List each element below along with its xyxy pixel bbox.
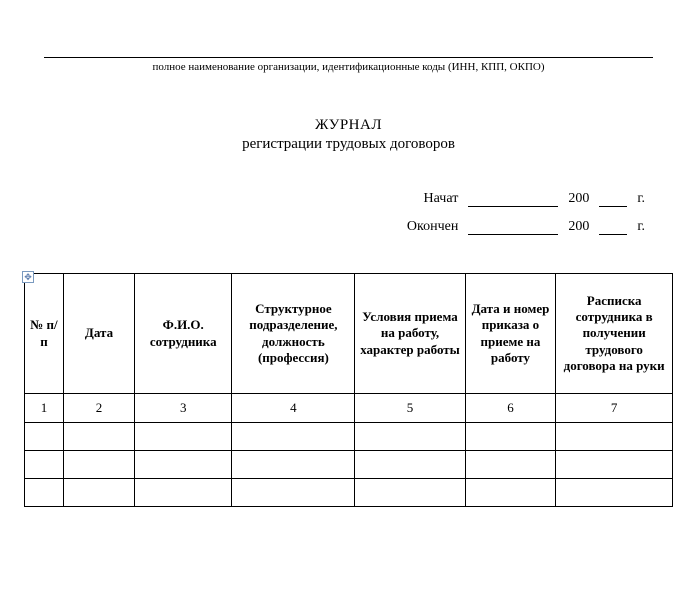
started-year-suffix: г. [637,191,645,207]
cell [232,451,355,479]
org-name-underline [44,40,653,58]
cell [465,451,556,479]
table-header-row: № п/п Дата Ф.И.О. сотрудника Структурное… [25,274,673,394]
cell [232,479,355,507]
cell [556,451,673,479]
th-date: Дата [63,274,134,394]
table-move-handle-icon[interactable]: ✥ [22,271,34,283]
cell [25,423,64,451]
th-dept: Структурное подразделение, должность (пр… [232,274,355,394]
num-7: 7 [556,394,673,423]
num-4: 4 [232,394,355,423]
cell [355,423,465,451]
cell [25,479,64,507]
date-row-finished: Окончен 200 г. [24,219,645,235]
th-num: № п/п [25,274,64,394]
cell [135,479,232,507]
cell [355,479,465,507]
num-3: 3 [135,394,232,423]
table-row [25,479,673,507]
table-row [25,451,673,479]
cell [63,479,134,507]
finished-year-underline [599,219,627,235]
started-year-underline [599,191,627,207]
table-numrow: 1 2 3 4 5 6 7 [25,394,673,423]
num-1: 1 [25,394,64,423]
finished-underline [468,219,558,235]
finished-year-suffix: г. [637,219,645,235]
started-underline [468,191,558,207]
title-block: ЖУРНАЛ регистрации трудовых договоров [24,117,673,153]
title-sub: регистрации трудовых договоров [24,136,673,153]
th-receipt: Расписка сотрудника в получении трудовог… [556,274,673,394]
dates-block: Начат 200 г. Окончен 200 г. [24,191,645,235]
finished-label: Окончен [407,219,458,235]
date-row-started: Начат 200 г. [24,191,645,207]
cell [232,423,355,451]
cell [63,451,134,479]
num-2: 2 [63,394,134,423]
started-year-prefix: 200 [568,191,589,207]
table-wrapper: ✥ № п/п Дата Ф.И.О. сотрудника Структурн… [24,273,673,507]
org-caption: полное наименование организации, идентиф… [24,61,673,73]
th-conditions: Условия приема на работу, характер работ… [355,274,465,394]
cell [465,423,556,451]
cell [63,423,134,451]
num-6: 6 [465,394,556,423]
registration-table: № п/п Дата Ф.И.О. сотрудника Структурное… [24,273,673,507]
started-label: Начат [424,191,459,207]
table-row [25,423,673,451]
cell [25,451,64,479]
th-fio: Ф.И.О. сотрудника [135,274,232,394]
th-order: Дата и номер приказа о приеме на работу [465,274,556,394]
cell [355,451,465,479]
cell [465,479,556,507]
cell [556,423,673,451]
cell [135,451,232,479]
cell [556,479,673,507]
num-5: 5 [355,394,465,423]
finished-year-prefix: 200 [568,219,589,235]
cell [135,423,232,451]
title-main: ЖУРНАЛ [24,117,673,134]
